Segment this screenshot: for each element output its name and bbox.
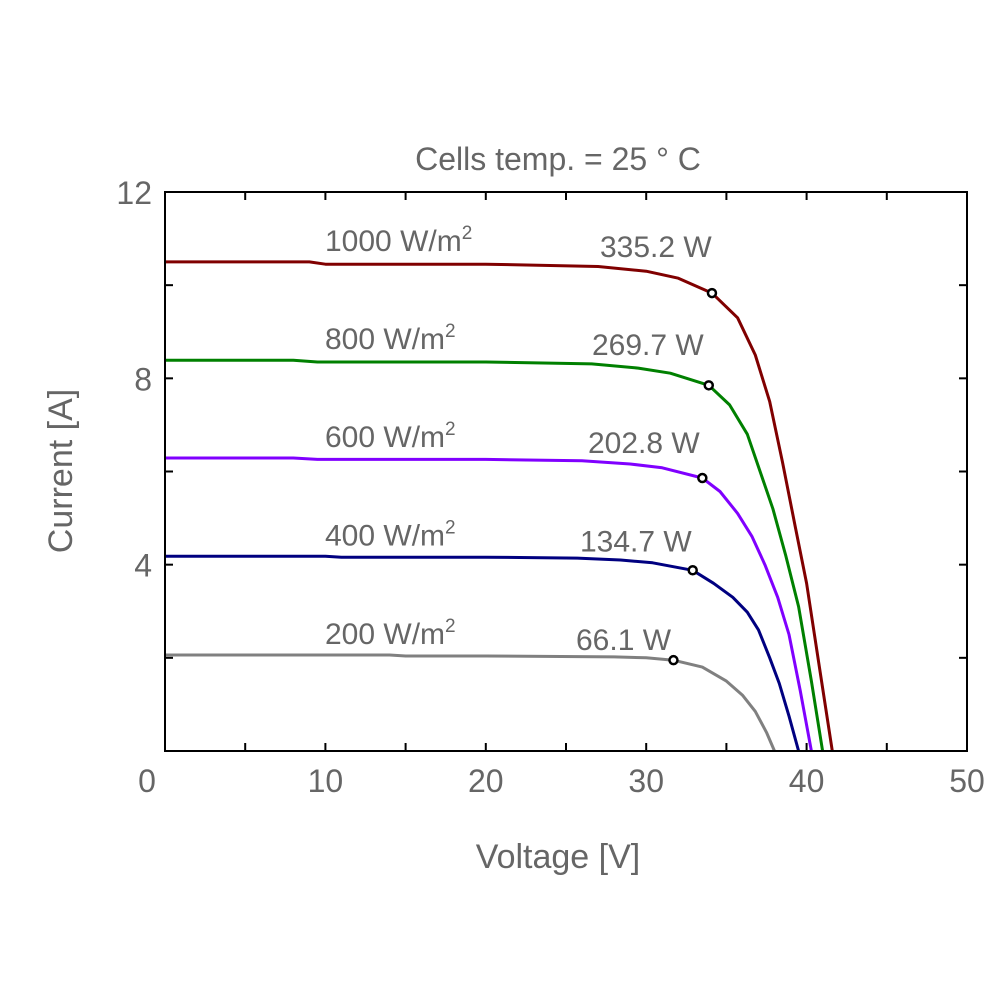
irradiance-label: 600 W/m2 [325,419,456,454]
x-tick-label: 0 [138,763,156,799]
mpp-power-label: 202.8 W [588,427,700,460]
mpp-marker [687,565,698,576]
x-tick-label: 50 [949,763,985,799]
chart-title: Cells temp. = 25 ° C [415,141,701,177]
mpp-power-label: 134.7 W [580,525,692,558]
iv-curve-line [165,456,813,752]
iv-curve-line [165,554,801,752]
irradiance-label: 400 W/m2 [325,517,456,552]
mpp-power-label: 66.1 W [576,624,672,657]
irradiance-label: 200 W/m2 [325,616,456,651]
x-axis-label: Voltage [V] [476,838,640,876]
mpp-marker [706,287,718,299]
series-3: 400 W/m2 134.7 W [165,517,801,752]
series-4: 200 W/m2 66.1 W [165,616,776,752]
x-tick-label: 20 [468,763,504,799]
irradiance-label: 1000 W/m2 [325,223,472,258]
x-tick-label: 40 [789,763,825,799]
irradiance-label: 800 W/m2 [325,321,456,356]
mpp-marker [703,380,715,391]
x-tick-label: 30 [628,763,664,799]
y-tick-label: 4 [134,548,152,584]
x-tick-label: 10 [308,763,344,799]
iv-curve-line [165,358,825,752]
mpp-power-label: 335.2 W [600,231,712,264]
series-2: 600 W/m2 202.8 W [165,419,813,752]
iv-curve-line [165,260,834,752]
y-axis-label: Current [A] [42,389,80,553]
series-1: 800 W/m2 269.7 W [165,321,825,752]
y-tick-label: 8 [134,361,152,397]
mpp-marker [668,654,679,666]
series-0: 1000 W/m2 335.2 W [165,223,834,752]
iv-curve-line [165,653,776,752]
mpp-marker [697,472,708,484]
y-tick-label: 12 [116,175,152,211]
mpp-power-label: 269.7 W [592,329,704,362]
plot-frame [164,191,968,752]
